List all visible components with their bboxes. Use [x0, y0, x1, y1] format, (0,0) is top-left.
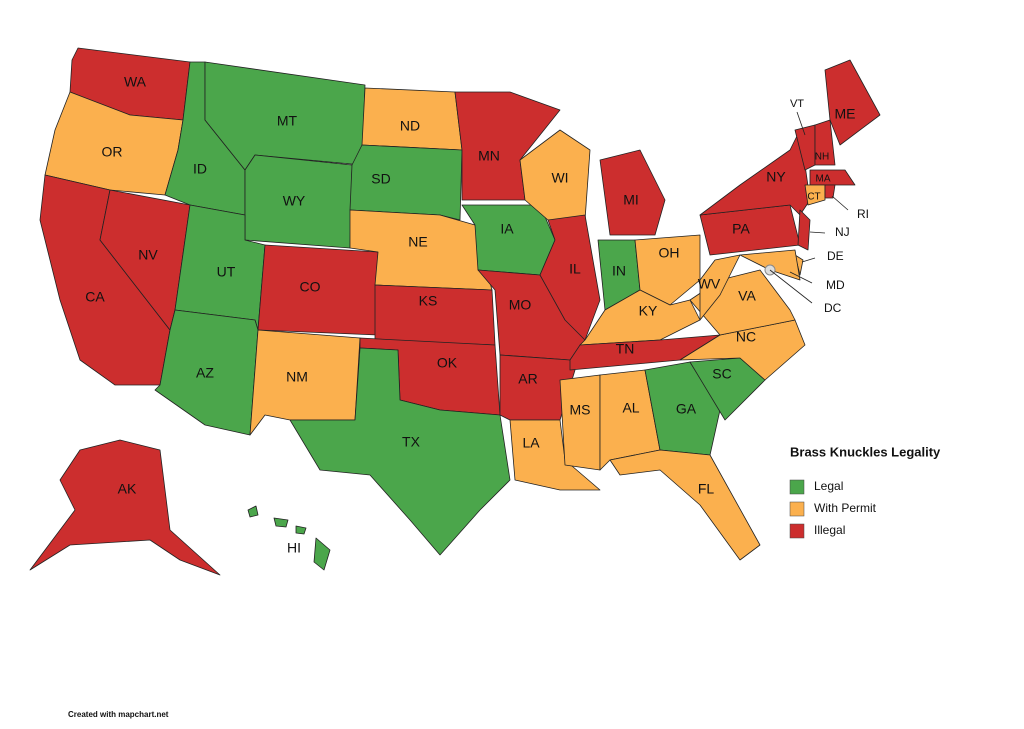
state-label: SC: [712, 366, 731, 382]
state-label: VA: [738, 288, 756, 304]
state-label: CT: [807, 192, 820, 203]
state-label: AL: [622, 400, 639, 416]
state-shape: [809, 169, 856, 186]
state-shape: [644, 361, 721, 456]
state-label: ME: [835, 106, 856, 122]
state-shape: [559, 374, 601, 471]
legend-swatch: [789, 523, 805, 539]
legend-label: With Permit: [814, 501, 877, 515]
state-label: OK: [437, 355, 458, 371]
state-label: AZ: [196, 365, 214, 381]
state-label: IL: [569, 261, 581, 277]
state-label: AR: [518, 371, 537, 387]
state-label: MA: [816, 174, 831, 185]
state-shape: [289, 347, 511, 556]
state-label: MO: [509, 297, 532, 313]
state-shape: [634, 234, 701, 306]
states: [29, 47, 881, 576]
legend-title: Brass Knuckles Legality: [790, 444, 941, 459]
leader-line: [796, 111, 806, 136]
state-label: KS: [419, 293, 438, 309]
state-label: OR: [102, 144, 123, 160]
state-label: ID: [193, 161, 207, 177]
state-label: WI: [551, 170, 568, 186]
state-label: GA: [676, 401, 697, 417]
footer-credit: Created with mapchart.net: [68, 710, 169, 719]
legend-label: Illegal: [814, 523, 845, 537]
state-shape: [349, 144, 463, 221]
state-label: NJ: [835, 225, 850, 239]
state-label: HI: [287, 540, 301, 556]
legend-label: Legal: [814, 479, 843, 493]
state-label: NV: [138, 247, 158, 263]
state-labels: WA OR CA NV ID MT WY UT AZ CO NM ND SD NE KS OK TX MN IA MO…: [85, 74, 869, 556]
state-label: TN: [616, 341, 635, 357]
leader-line: [789, 271, 813, 284]
state-label: DE: [827, 249, 844, 263]
state-label: NM: [286, 369, 308, 385]
state-shape: [313, 537, 331, 571]
leader-line: [831, 195, 849, 211]
state-shape: [154, 309, 259, 436]
state-shape: [699, 129, 811, 216]
state-label: MT: [277, 113, 298, 129]
state-label: MD: [826, 278, 845, 292]
state-label: WV: [698, 276, 721, 292]
state-label: RI: [857, 207, 869, 221]
state-shape: [244, 154, 353, 249]
state-label: NE: [408, 234, 427, 250]
state-shape: [509, 419, 601, 491]
state-label: OH: [659, 245, 680, 261]
legend-swatch: [789, 501, 805, 517]
leader-line: [809, 231, 826, 234]
state-shape: [609, 449, 761, 561]
state-shape: [804, 184, 826, 206]
state-shape: [247, 505, 259, 518]
state-label: CO: [300, 279, 321, 295]
legend: Legal With Permit Illegal: [789, 479, 877, 539]
state-shape: [824, 59, 881, 146]
state-shape: [699, 254, 741, 321]
leader-line: [769, 269, 813, 304]
leader-line: [801, 257, 816, 263]
state-label: NC: [736, 329, 756, 345]
state-shape: [539, 214, 601, 341]
state-label: VT: [790, 98, 804, 110]
state-label: IN: [612, 263, 626, 279]
state-shape: [797, 209, 811, 251]
state-label: KY: [639, 303, 658, 319]
state-label: WY: [283, 193, 306, 209]
state-label: ND: [400, 118, 420, 134]
state-label: LA: [522, 435, 540, 451]
state-shape: [273, 517, 289, 528]
state-shape: [824, 184, 836, 199]
state-label: IA: [500, 221, 514, 237]
state-label: FL: [698, 481, 715, 497]
state-shape: [599, 149, 666, 236]
state-shape: [295, 525, 307, 535]
state-shape: [814, 119, 836, 166]
state-label: WA: [124, 74, 147, 90]
state-label: MS: [570, 402, 591, 418]
state-label: MN: [478, 148, 500, 164]
legend-swatch: [789, 479, 805, 495]
state-label: DC: [824, 301, 842, 315]
state-label: TX: [402, 434, 421, 450]
state-label: SD: [371, 171, 390, 187]
state-label: UT: [217, 264, 236, 280]
state-label: NY: [766, 169, 786, 185]
state-label: AK: [118, 481, 137, 497]
state-label: PA: [732, 221, 750, 237]
state-shape: [29, 439, 221, 576]
state-label: NH: [815, 152, 829, 163]
state-label: CA: [85, 289, 105, 305]
state-label: MI: [623, 192, 639, 208]
